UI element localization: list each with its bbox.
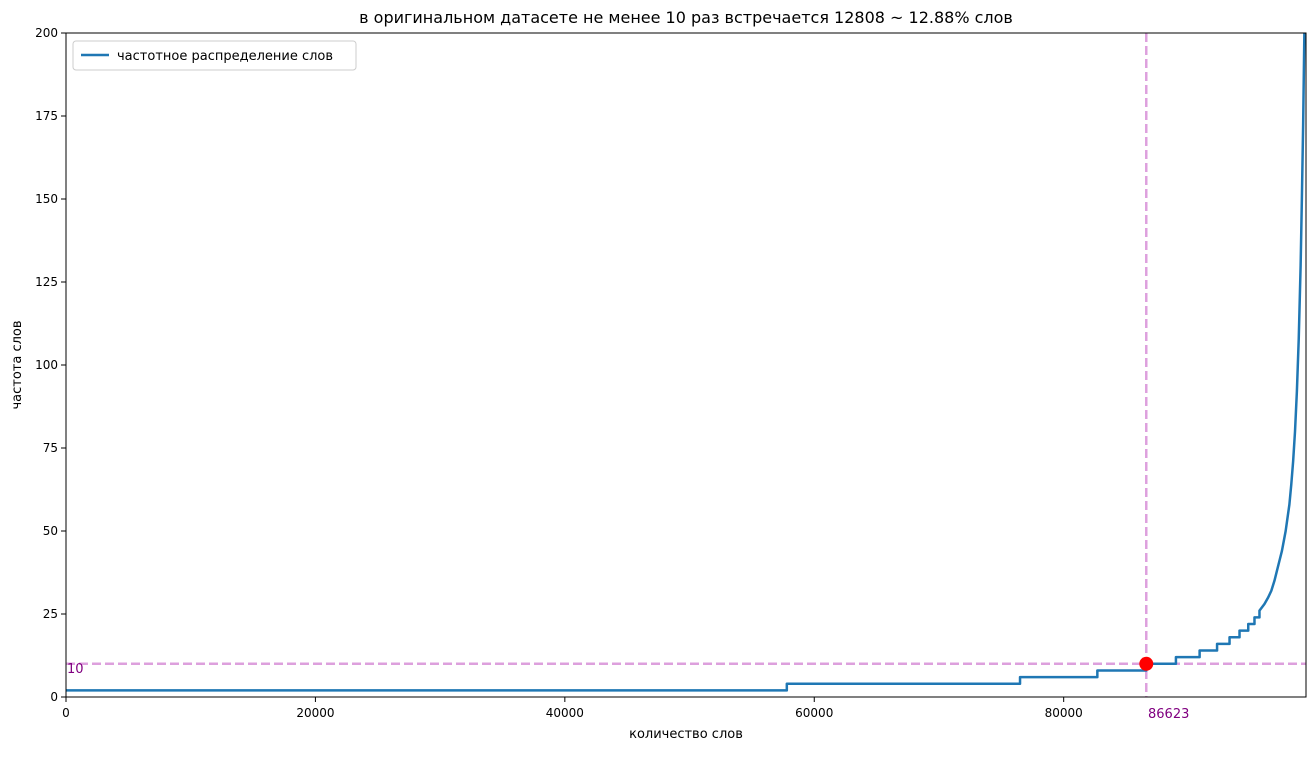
x-tick-label: 80000 xyxy=(1045,706,1083,720)
y-tick-label: 75 xyxy=(43,441,58,455)
x-tick-label: 60000 xyxy=(795,706,833,720)
plot-area xyxy=(65,32,1307,698)
annotations: 10 86623 xyxy=(67,662,1189,722)
x-axis-label: количество слов xyxy=(629,727,743,742)
threshold-point xyxy=(1139,656,1154,671)
y-tick-label: 50 xyxy=(43,524,58,538)
axes-frame xyxy=(65,32,1307,698)
reference-lines xyxy=(66,33,1306,697)
x-tick-label: 40000 xyxy=(546,706,584,720)
y-tick-label: 175 xyxy=(35,109,58,123)
y-tick-label: 0 xyxy=(50,690,58,704)
chart-title: в оригинальном датасете не менее 10 раз … xyxy=(359,8,1013,27)
y-tick-label: 200 xyxy=(35,26,58,40)
legend: частотное распределение слов xyxy=(72,40,357,71)
y-tick-label: 100 xyxy=(35,358,58,372)
legend-entry-label: частотное распределение слов xyxy=(117,49,333,64)
x-tick-label: 20000 xyxy=(296,706,334,720)
legend-box xyxy=(72,40,357,71)
series-line-0 xyxy=(66,33,1306,692)
x-axis-ticks: 0 20000 40000 60000 80000 xyxy=(62,697,1083,720)
series-layer xyxy=(66,33,1306,692)
y-tick-label: 125 xyxy=(35,275,58,289)
y-tick-label: 150 xyxy=(35,192,58,206)
y-axis-label: частота слов xyxy=(10,320,25,409)
x-tick-label: 0 xyxy=(62,706,70,720)
y-tick-label: 25 xyxy=(43,607,58,621)
marker-layer xyxy=(1139,656,1154,671)
reference-label-horizontal: 10 xyxy=(67,662,84,677)
y-axis-ticks: 0 25 50 75 100 125 150 175 200 xyxy=(35,26,66,704)
reference-label-vertical: 86623 xyxy=(1148,707,1189,722)
